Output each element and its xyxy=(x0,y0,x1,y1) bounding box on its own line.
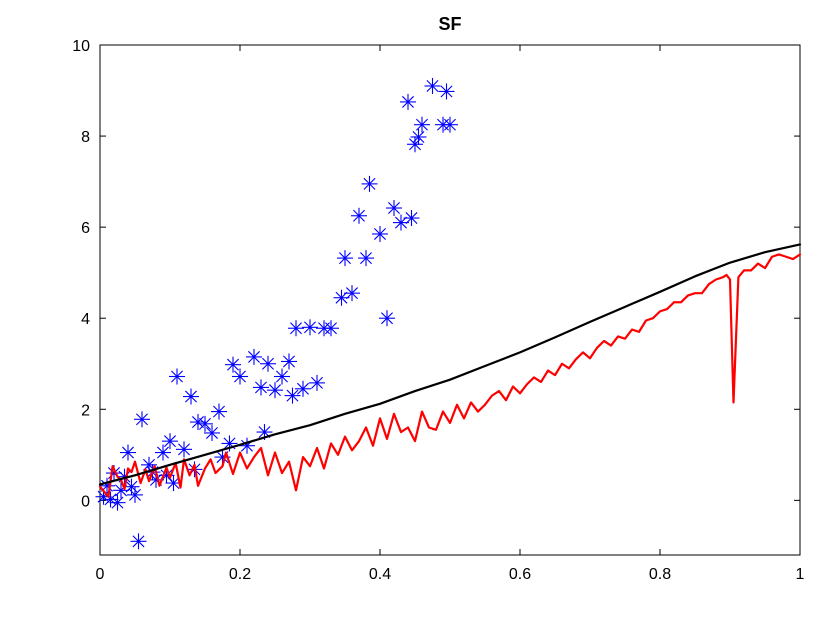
y-tick-label: 10 xyxy=(72,38,90,55)
scatter-point xyxy=(442,117,458,133)
scatter-point xyxy=(267,382,283,398)
scatter-point xyxy=(404,210,420,226)
scatter-point xyxy=(197,416,213,432)
x-tick-label: 0 xyxy=(96,566,105,583)
y-tick-label: 2 xyxy=(81,402,90,419)
chart-container: SF 00.20.40.60.810246810 xyxy=(0,0,840,630)
scatter-point xyxy=(386,200,402,216)
scatter-point xyxy=(204,425,220,441)
scatter-point xyxy=(288,320,304,336)
x-tick-label: 0.8 xyxy=(649,566,671,583)
scatter-point xyxy=(162,433,178,449)
scatter-point xyxy=(131,533,147,549)
scatter-point xyxy=(120,445,136,461)
scatter-point xyxy=(246,349,262,365)
scatter-point xyxy=(379,310,395,326)
scatter-point xyxy=(400,94,416,110)
scatter-point xyxy=(285,388,301,404)
scatter-point xyxy=(113,482,129,498)
scatter-point xyxy=(169,369,185,385)
scatter-point xyxy=(232,369,248,385)
scatter-point xyxy=(337,250,353,266)
scatter-point xyxy=(295,381,311,397)
chart-svg: SF 00.20.40.60.810246810 xyxy=(0,0,840,630)
scatter-point xyxy=(281,353,297,369)
scatter-point xyxy=(253,379,269,395)
scatter-point xyxy=(155,445,171,461)
scatter-point xyxy=(110,495,126,511)
x-tick-label: 1 xyxy=(796,566,805,583)
scatter-point xyxy=(309,375,325,391)
scatter-point xyxy=(260,356,276,372)
scatter-point xyxy=(225,357,241,373)
scatter-point xyxy=(344,285,360,301)
scatter-point xyxy=(274,369,290,385)
scatter-point xyxy=(211,404,227,420)
black-line xyxy=(100,244,800,484)
scatter-point xyxy=(439,83,455,99)
scatter-point xyxy=(183,389,199,405)
scatter-point xyxy=(362,176,378,192)
scatter-point xyxy=(134,411,150,427)
scatter-point xyxy=(372,226,388,242)
red-line xyxy=(100,254,800,496)
scatter-point xyxy=(425,78,441,94)
plot-area: 00.20.40.60.810246810 xyxy=(72,38,804,583)
scatter-point xyxy=(358,250,374,266)
scatter-point xyxy=(323,320,339,336)
scatter-point xyxy=(351,208,367,224)
scatter-point xyxy=(302,319,318,335)
x-tick-label: 0.4 xyxy=(369,566,391,583)
scatter-point xyxy=(176,441,192,457)
scatter-point xyxy=(127,487,143,503)
x-tick-label: 0.6 xyxy=(509,566,531,583)
y-tick-label: 4 xyxy=(81,311,90,328)
y-tick-label: 0 xyxy=(81,493,90,510)
y-tick-label: 6 xyxy=(81,220,90,237)
scatter-point xyxy=(414,117,430,133)
x-tick-label: 0.2 xyxy=(229,566,251,583)
chart-title: SF xyxy=(438,14,461,34)
y-tick-label: 8 xyxy=(81,129,90,146)
